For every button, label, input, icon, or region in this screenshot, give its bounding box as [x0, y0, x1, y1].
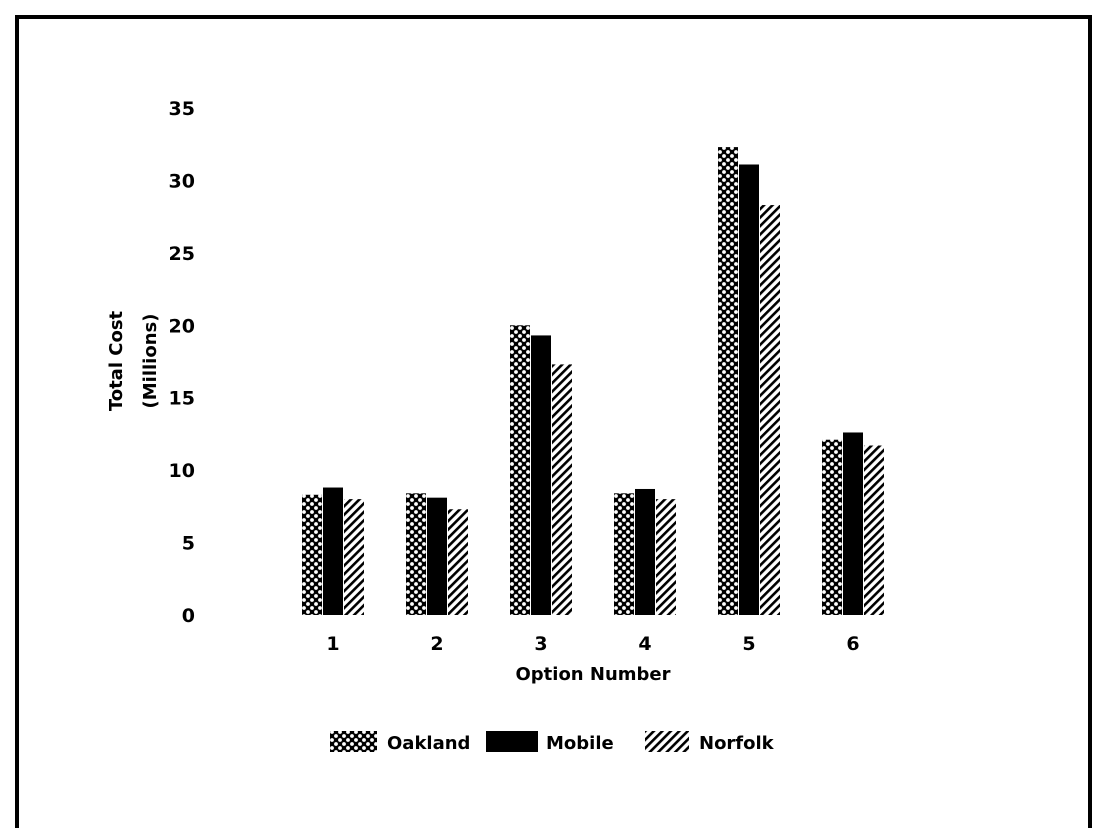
- bar-oakland-option-6: [822, 439, 842, 615]
- x-tick-label: 3: [534, 633, 547, 655]
- y-tick-label: 10: [169, 460, 195, 482]
- bar-mobile-option-1: [323, 487, 343, 615]
- bar-norfolk-option-1: [344, 499, 364, 615]
- y-axis-label: Total Cost: [106, 310, 127, 411]
- x-axis-title: Option Number: [515, 664, 670, 685]
- bar-mobile-option-5: [739, 164, 759, 615]
- y-tick-label: 15: [169, 388, 195, 410]
- y-tick-label: 35: [169, 98, 195, 120]
- y-tick-label: 0: [182, 605, 195, 627]
- bar-norfolk-option-6: [864, 445, 884, 615]
- bar-plot-area: [302, 147, 884, 615]
- legend-label-mobile: Mobile: [546, 733, 614, 754]
- legend-swatch-oakland: [330, 731, 377, 752]
- x-tick-label: 2: [430, 633, 443, 655]
- bar-oakland-option-1: [302, 494, 322, 615]
- bar-oakland-option-5: [718, 147, 738, 615]
- y-tick-label: 5: [182, 533, 195, 555]
- y-tick-label: 20: [169, 315, 195, 337]
- bar-oakland-option-2: [406, 493, 426, 615]
- legend-swatch-norfolk: [645, 731, 689, 752]
- y-tick-label: 25: [169, 243, 195, 265]
- bar-oakland-option-3: [510, 325, 530, 615]
- y-axis-sublabel: (Millions): [140, 314, 161, 409]
- bar-norfolk-option-2: [448, 509, 468, 615]
- y-axis-title: Total Cost (Millions): [106, 310, 161, 411]
- x-tick-label: 4: [638, 633, 651, 655]
- legend-label-norfolk: Norfolk: [699, 733, 775, 754]
- bar-mobile-option-2: [427, 497, 447, 615]
- bar-mobile-option-4: [635, 488, 655, 615]
- bar-norfolk-option-4: [656, 499, 676, 615]
- x-tick-label: 5: [742, 633, 755, 655]
- x-tick-label: 6: [846, 633, 859, 655]
- bar-mobile-option-3: [531, 335, 551, 615]
- legend-swatch-mobile: [486, 731, 538, 752]
- y-axis-ticks: 0 5 10 15 20 25 30 35: [169, 98, 195, 627]
- bar-mobile-option-6: [843, 432, 863, 615]
- legend: Oakland Mobile Norfolk: [330, 731, 775, 754]
- bar-norfolk-option-5: [760, 205, 780, 615]
- bar-norfolk-option-3: [552, 364, 572, 615]
- y-tick-label: 30: [169, 170, 195, 192]
- x-axis-ticks: 1 2 3 4 5 6: [326, 633, 859, 655]
- legend-label-oakland: Oakland: [387, 733, 470, 754]
- x-tick-label: 1: [326, 633, 339, 655]
- bar-oakland-option-4: [614, 493, 634, 615]
- chart-border: [15, 15, 1092, 828]
